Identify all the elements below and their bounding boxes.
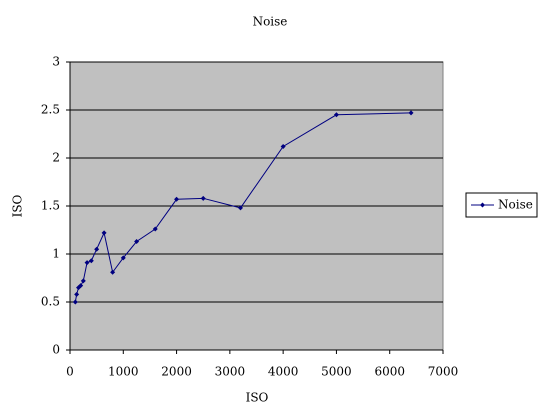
data-point (110, 269, 116, 275)
x-tick-label: 5000 (321, 365, 352, 379)
x-tick-label: 1000 (108, 365, 139, 379)
x-tick-label: 6000 (374, 365, 405, 379)
data-point (152, 226, 158, 232)
data-point (200, 195, 206, 201)
data-point (238, 205, 244, 211)
data-point (174, 196, 180, 202)
data-point (101, 230, 107, 236)
data-point (333, 112, 339, 118)
x-tick-label: 2000 (161, 365, 192, 379)
data-point (84, 260, 90, 266)
data-point (134, 239, 140, 245)
data-point (94, 246, 100, 252)
x-axis-title: ISO (246, 391, 269, 405)
data-point (408, 110, 414, 116)
y-tick-label: 1 (52, 247, 60, 261)
chart-title: Noise (253, 15, 288, 29)
y-tick-label: 1.5 (41, 199, 60, 213)
legend-label: Noise (498, 198, 533, 212)
data-point (280, 143, 286, 149)
legend-marker (480, 202, 485, 208)
x-tick-label: 0 (66, 365, 74, 379)
y-tick-label: 0.5 (41, 295, 60, 309)
y-tick-label: 3 (52, 55, 60, 69)
data-point (80, 278, 86, 284)
data-point (78, 283, 84, 289)
y-tick-label: 0 (52, 343, 60, 357)
data-point (120, 255, 126, 261)
x-tick-label: 7000 (428, 365, 459, 379)
data-point (72, 299, 78, 305)
data-point (88, 258, 94, 264)
data-point (74, 291, 80, 297)
x-tick-label: 4000 (268, 365, 299, 379)
x-tick-label: 3000 (215, 365, 246, 379)
y-axis-title: ISO (11, 194, 25, 217)
y-tick-label: 2 (52, 151, 60, 165)
y-tick-label: 2.5 (41, 103, 60, 117)
